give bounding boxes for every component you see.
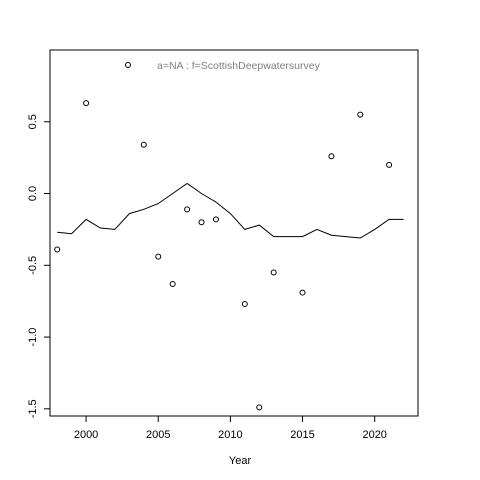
data-point	[184, 206, 191, 213]
data-point	[198, 219, 205, 226]
data-point	[270, 269, 277, 276]
y-tick-label: -1.5	[27, 399, 39, 418]
y-axis: -1.5 -1.0 -0.5 0.0 0.5	[27, 114, 51, 418]
data-point	[241, 301, 248, 308]
data-point	[328, 153, 335, 160]
x-axis: 2000 2005 2010 2015 2020	[74, 415, 387, 441]
data-point	[212, 216, 219, 223]
y-tick-label: -0.5	[27, 256, 39, 275]
y-tick-label: 0.5	[27, 114, 39, 129]
data-point	[83, 100, 90, 107]
x-tick-label: 2015	[290, 429, 314, 441]
x-tick-label: 2000	[74, 429, 98, 441]
data-point	[54, 246, 61, 253]
x-tick-label: 2010	[218, 429, 242, 441]
data-points	[54, 100, 393, 411]
data-point	[256, 404, 263, 411]
data-point	[386, 161, 393, 168]
x-tick-label: 2005	[146, 429, 170, 441]
data-point	[357, 111, 364, 118]
x-tick-label: 2020	[362, 429, 386, 441]
y-tick-label: -1.0	[27, 328, 39, 347]
data-point	[169, 280, 176, 287]
x-axis-title: Year	[229, 455, 252, 467]
legend-marker	[125, 62, 131, 68]
y-tick-label: 0.0	[27, 186, 39, 201]
data-point	[140, 141, 147, 148]
plot-frame	[49, 49, 419, 417]
legend-label: a=NA : f=ScottishDeepwatersurvey	[157, 60, 321, 72]
trend-line	[57, 182, 404, 239]
legend: a=NA : f=ScottishDeepwatersurvey	[125, 60, 321, 72]
data-point	[299, 289, 306, 296]
data-point	[155, 253, 162, 260]
